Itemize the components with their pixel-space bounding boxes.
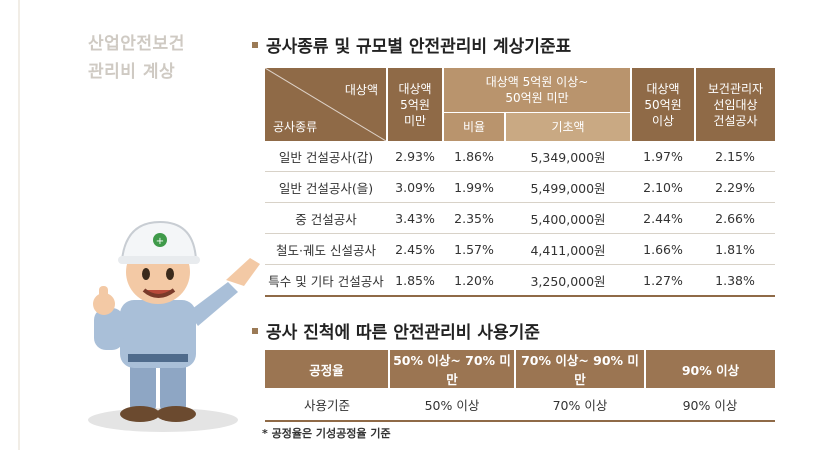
cell-rate: 1.20% bbox=[443, 264, 505, 297]
diagonal-line bbox=[265, 68, 386, 141]
header-5to50: 대상액 5억원 이상~ 50억원 미만 bbox=[442, 68, 631, 113]
cell-usage-label: 사용기준 bbox=[265, 388, 389, 422]
header-diagonal-cell: 대상액 공사종류 bbox=[265, 68, 387, 141]
cell-rate: 2.35% bbox=[443, 202, 505, 234]
cell-70to90: 70% 이상 bbox=[515, 388, 645, 422]
header-over50-line3: 이상 bbox=[651, 113, 675, 128]
cell-under5: 3.09% bbox=[387, 171, 443, 203]
header-90plus: 90% 이상 bbox=[644, 350, 775, 388]
cell-rate: 1.57% bbox=[443, 233, 505, 265]
cell-base: 5,349,000원 bbox=[505, 141, 631, 172]
cell-under5: 2.45% bbox=[387, 233, 443, 265]
header-health-line3: 건설공사 bbox=[713, 113, 758, 128]
header-health: 보건관리자 선임대상 건설공사 bbox=[694, 68, 775, 141]
left-margin-rule bbox=[18, 0, 20, 450]
cell-type: 일반 건설공사(을) bbox=[265, 171, 387, 203]
cell-under5: 1.85% bbox=[387, 264, 443, 297]
cell-health: 1.81% bbox=[695, 233, 775, 265]
side-title: 산업안전보건 관리비 계상 bbox=[88, 30, 185, 86]
header-under5-line2: 5억원 bbox=[400, 97, 430, 112]
usage-standard-table: 공정율 50% 이상~ 70% 미만 70% 이상~ 90% 미만 90% 이상… bbox=[265, 350, 775, 422]
header-70to90: 70% 이상~ 90% 미만 bbox=[514, 350, 645, 388]
safety-cost-table: 대상액 공사종류 대상액 5억원 미만 대상액 5억원 이상~ 50억원 미만 … bbox=[265, 68, 775, 297]
cell-type: 철도·궤도 신설공사 bbox=[265, 233, 387, 265]
cell-90plus: 90% 이상 bbox=[645, 388, 775, 422]
header-5to50-line1: 대상액 5억원 이상~ bbox=[485, 75, 589, 89]
table-row: 사용기준 50% 이상 70% 이상 90% 이상 bbox=[265, 388, 775, 422]
section1-title: 공사종류 및 규모별 안전관리비 계상기준표 bbox=[252, 32, 571, 57]
cell-type: 일반 건설공사(갑) bbox=[265, 141, 387, 172]
header-over50-line1: 대상액 bbox=[646, 81, 680, 96]
header-base: 기초액 bbox=[504, 112, 631, 141]
table-row: 일반 건설공사(갑) 2.93% 1.86% 5,349,000원 1.97% 2.15% bbox=[265, 141, 775, 172]
cell-under5: 3.43% bbox=[387, 202, 443, 234]
cell-under5: 2.93% bbox=[387, 141, 443, 172]
table-row: 중 건설공사 3.43% 2.35% 5,400,000원 2.44% 2.66% bbox=[265, 202, 775, 234]
bullet-square-icon bbox=[252, 42, 258, 48]
cell-health: 2.15% bbox=[695, 141, 775, 172]
cell-over50: 1.27% bbox=[631, 264, 695, 297]
header-over50: 대상액 50억원 이상 bbox=[630, 68, 695, 141]
header-5to50-line2: 50억원 미만 bbox=[505, 91, 569, 105]
cell-type: 특수 및 기타 건설공사 bbox=[265, 264, 387, 297]
cell-over50: 2.44% bbox=[631, 202, 695, 234]
cell-base: 4,411,000원 bbox=[505, 233, 631, 265]
side-title-line-1: 산업안전보건 bbox=[88, 34, 185, 54]
header-under5-line3: 미만 bbox=[403, 113, 427, 128]
cell-base: 3,250,000원 bbox=[505, 264, 631, 297]
header-progress: 공정율 bbox=[265, 350, 389, 388]
section1-title-text: 공사종류 및 규모별 안전관리비 계상기준표 bbox=[266, 37, 572, 57]
cell-over50: 1.66% bbox=[631, 233, 695, 265]
header-health-line2: 선임대상 bbox=[713, 97, 758, 112]
cell-health: 2.29% bbox=[695, 171, 775, 203]
cell-50to70: 50% 이상 bbox=[389, 388, 515, 422]
footnote: * 공정율은 기성공정율 기준 bbox=[262, 427, 391, 440]
section2-title-text: 공사 진척에 따른 안전관리비 사용기준 bbox=[266, 323, 540, 343]
cell-base: 5,499,000원 bbox=[505, 171, 631, 203]
cell-base: 5,400,000원 bbox=[505, 202, 631, 234]
header-under5-line1: 대상액 bbox=[398, 81, 432, 96]
table-row: 일반 건설공사(을) 3.09% 1.99% 5,499,000원 2.10% 2.29% bbox=[265, 171, 775, 203]
cell-over50: 1.97% bbox=[631, 141, 695, 172]
side-title-line-2: 관리비 계상 bbox=[88, 62, 176, 82]
header-over50-line2: 50억원 bbox=[644, 97, 682, 112]
construction-worker-illustration: + bbox=[88, 220, 260, 432]
table-row: 특수 및 기타 건설공사 1.85% 1.20% 3,250,000원 1.27% 1.3… bbox=[265, 264, 775, 297]
header-type-label: 공사종류 bbox=[273, 120, 318, 134]
section2-title: 공사 진척에 따른 안전관리비 사용기준 bbox=[252, 318, 540, 343]
table-row: 철도·궤도 신설공사 2.45% 1.57% 4,411,000원 1.66% 1.81% bbox=[265, 233, 775, 265]
cell-type: 중 건설공사 bbox=[265, 202, 387, 234]
header-health-line1: 보건관리자 bbox=[707, 81, 764, 96]
header-target-label: 대상액 bbox=[344, 83, 378, 97]
cell-health: 1.38% bbox=[695, 264, 775, 297]
svg-text:+: + bbox=[156, 236, 164, 247]
header-50to70: 50% 이상~ 70% 미만 bbox=[388, 350, 515, 388]
cell-over50: 2.10% bbox=[631, 171, 695, 203]
cell-health: 2.66% bbox=[695, 202, 775, 234]
header-rate: 비율 bbox=[442, 112, 505, 141]
cell-rate: 1.99% bbox=[443, 171, 505, 203]
bullet-square-icon bbox=[252, 328, 258, 334]
header-under5: 대상액 5억원 미만 bbox=[386, 68, 443, 141]
cell-rate: 1.86% bbox=[443, 141, 505, 172]
